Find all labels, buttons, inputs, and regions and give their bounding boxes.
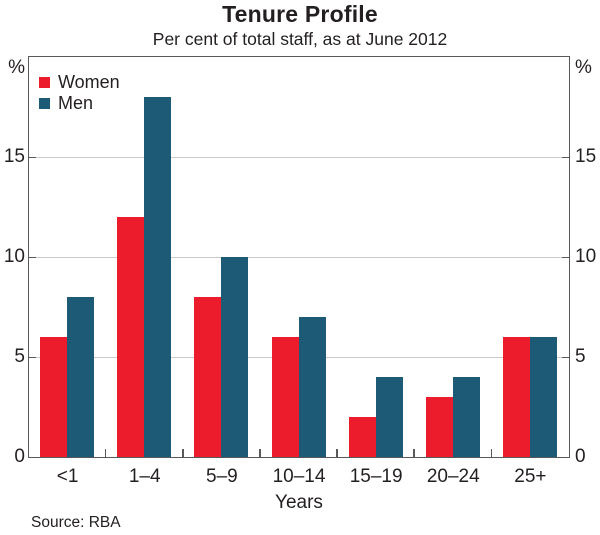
bar-men-2 <box>221 256 249 457</box>
bar-men-4 <box>375 376 403 457</box>
x-tick-boundary-6 <box>490 448 493 457</box>
y-tick-label-left-0: 0 <box>14 446 25 467</box>
bar-women-0 <box>40 336 68 457</box>
bar-men-0 <box>67 296 95 457</box>
bar-women-2 <box>194 296 222 457</box>
legend-item-men: Men <box>39 93 120 114</box>
y-tick-label-left-10: 10 <box>3 246 25 267</box>
bar-men-5 <box>452 376 480 457</box>
chart-title: Tenure Profile <box>222 1 378 27</box>
legend: Women Men <box>39 72 120 114</box>
bar-men-1 <box>144 96 172 457</box>
x-tick-boundary-3 <box>259 448 261 457</box>
bar-men-6 <box>529 336 557 457</box>
legend-swatch-men <box>39 98 50 109</box>
legend-swatch-women <box>39 77 50 88</box>
y-tick-label-left-5: 5 <box>14 346 25 367</box>
bar-women-1 <box>117 216 145 457</box>
y-tick-label-right-10: 10 <box>575 246 597 267</box>
bar-women-5 <box>425 396 453 457</box>
category-label-4: 15–19 <box>349 466 403 487</box>
category-label-3: 10–14 <box>272 466 326 487</box>
x-axis-title: Years <box>275 492 323 513</box>
source-note: Source: RBA <box>31 514 121 531</box>
x-tick-boundary-2 <box>182 448 184 457</box>
gridline-15 <box>28 156 569 158</box>
bar-women-3 <box>271 336 299 457</box>
y-tick-label-right-5: 5 <box>575 346 586 367</box>
legend-label-women: Women <box>58 72 120 92</box>
category-label-0: <1 <box>56 466 79 487</box>
y-tick-label-right-0: 0 <box>575 446 586 467</box>
y-axis-unit-left: % <box>8 57 25 78</box>
category-label-5: 20–24 <box>426 466 480 487</box>
y-tick-left-15 <box>28 156 36 158</box>
category-label-2: 5–9 <box>206 466 238 487</box>
bar-men-3 <box>298 316 326 457</box>
y-tick-left-10 <box>28 256 36 258</box>
bar-women-4 <box>348 416 376 457</box>
x-tick-boundary-1 <box>104 448 107 457</box>
gridline-10 <box>28 256 569 258</box>
category-label-6: 25+ <box>514 466 547 487</box>
y-tick-left-5 <box>28 356 36 358</box>
y-tick-right-10 <box>561 256 569 258</box>
bar-women-6 <box>502 336 530 457</box>
y-axis-unit-right: % <box>575 57 592 78</box>
legend-item-women: Women <box>39 72 120 93</box>
category-label-1: 1–4 <box>128 466 161 487</box>
y-tick-right-5 <box>561 356 569 358</box>
x-tick-boundary-4 <box>336 448 338 457</box>
x-tick-boundary-5 <box>413 448 415 457</box>
chart-subtitle: Per cent of total staff, as at June 2012 <box>152 29 448 49</box>
plot-area <box>27 55 570 458</box>
y-tick-label-left-15: 15 <box>3 146 25 167</box>
y-tick-label-right-15: 15 <box>575 146 597 167</box>
y-tick-right-15 <box>561 156 569 158</box>
legend-label-men: Men <box>58 93 94 113</box>
